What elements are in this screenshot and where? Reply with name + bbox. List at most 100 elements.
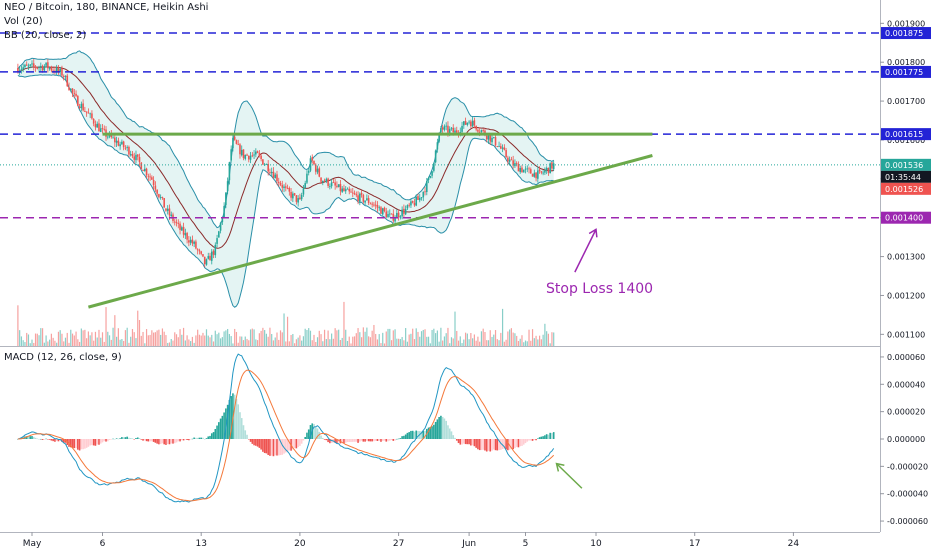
volume-bar bbox=[507, 331, 509, 346]
macd-bar bbox=[422, 430, 425, 439]
volume-bar bbox=[38, 335, 40, 346]
candle-body bbox=[367, 198, 370, 204]
macd-bar bbox=[406, 432, 409, 439]
macd-bar bbox=[420, 431, 423, 439]
volume-bar bbox=[450, 337, 453, 346]
volume-bar bbox=[49, 339, 51, 346]
candle-body bbox=[399, 216, 402, 218]
volume-bar bbox=[546, 331, 548, 346]
candle-body bbox=[404, 208, 407, 215]
macd-bar bbox=[286, 439, 289, 452]
candle-body bbox=[351, 192, 354, 194]
macd-bar bbox=[244, 430, 247, 439]
volume-bar bbox=[168, 342, 171, 346]
volume-bar bbox=[519, 338, 521, 346]
bollinger-fill bbox=[17, 50, 554, 308]
macd-bar bbox=[246, 434, 248, 439]
volume-bar bbox=[352, 336, 354, 346]
volume-bar bbox=[343, 301, 345, 346]
volume-bar bbox=[223, 331, 225, 346]
volume-bar bbox=[480, 331, 483, 346]
volume-bar bbox=[241, 336, 243, 346]
candle-body bbox=[80, 103, 83, 109]
macd-bar bbox=[47, 439, 49, 440]
volume-bar bbox=[537, 339, 539, 346]
volume-bar bbox=[325, 339, 327, 346]
candle-body bbox=[533, 172, 536, 177]
macd-bar bbox=[129, 438, 132, 439]
macd-bar bbox=[314, 426, 317, 439]
volume-bar bbox=[316, 337, 319, 346]
volume-bar bbox=[521, 335, 523, 346]
volume-bar bbox=[466, 333, 468, 346]
volume-bar bbox=[242, 340, 245, 346]
volume-bar bbox=[36, 333, 38, 346]
macd-bar bbox=[151, 439, 153, 442]
macd-tick-label: 0.000000 bbox=[887, 435, 925, 444]
candle-body bbox=[441, 127, 444, 130]
candle-body bbox=[131, 154, 134, 157]
candle-body bbox=[205, 259, 208, 265]
candle-body bbox=[92, 119, 95, 124]
volume-bar bbox=[360, 337, 363, 346]
volume-bar bbox=[184, 340, 186, 346]
volume-bar bbox=[389, 328, 391, 346]
candle-body bbox=[387, 214, 389, 218]
macd-bar bbox=[142, 439, 144, 441]
macd-bar bbox=[396, 438, 398, 440]
volume-bar bbox=[503, 341, 505, 346]
candle-body bbox=[214, 244, 217, 256]
macd-bar bbox=[519, 439, 522, 447]
macd-bar bbox=[71, 439, 74, 448]
macd-bar bbox=[531, 439, 534, 441]
macd-bar bbox=[522, 439, 525, 445]
volume-bar bbox=[138, 320, 141, 346]
candle-body bbox=[144, 168, 146, 171]
macd-bar bbox=[318, 431, 321, 439]
macd-bar bbox=[166, 439, 169, 445]
candle-body bbox=[376, 205, 379, 208]
volume-bar bbox=[403, 340, 405, 346]
macd-bar bbox=[351, 439, 354, 442]
volume-bar bbox=[322, 341, 324, 346]
candle-body bbox=[383, 207, 386, 212]
volume-bar bbox=[96, 337, 98, 346]
volume-bar bbox=[133, 332, 135, 346]
macd-bar bbox=[165, 439, 167, 445]
volume-bar bbox=[197, 329, 199, 346]
macd-bar bbox=[445, 420, 447, 439]
volume-bar bbox=[77, 339, 79, 346]
volume-bar bbox=[373, 324, 375, 346]
macd-bar bbox=[31, 436, 33, 439]
candle-body bbox=[279, 183, 282, 185]
volume-bar bbox=[71, 333, 74, 346]
candle-body bbox=[140, 162, 143, 170]
candle-body bbox=[48, 67, 51, 69]
trendline bbox=[88, 154, 653, 309]
candle-body bbox=[489, 134, 492, 142]
volume-bar bbox=[470, 333, 472, 346]
volume-bar bbox=[544, 323, 546, 346]
macd-bar bbox=[323, 439, 326, 440]
candle-body bbox=[68, 87, 70, 90]
candle-body bbox=[339, 184, 342, 192]
macd-bar bbox=[149, 439, 151, 442]
volume-bar bbox=[475, 340, 477, 346]
volume-bar bbox=[311, 340, 313, 346]
volume-bar bbox=[246, 338, 248, 346]
macd-bar bbox=[240, 418, 243, 439]
macd-bar bbox=[182, 439, 185, 441]
macd-bar bbox=[380, 439, 382, 442]
price-tick-label: 0.001100 bbox=[887, 330, 925, 339]
candle-body bbox=[32, 63, 35, 67]
candle-body bbox=[431, 171, 433, 176]
macd-bar bbox=[184, 439, 187, 440]
volume-bar bbox=[387, 328, 389, 346]
candle-body bbox=[242, 149, 245, 159]
macd-bar bbox=[135, 438, 137, 439]
volume-bar bbox=[468, 339, 470, 346]
macd-bar bbox=[38, 438, 40, 440]
macd-bar bbox=[48, 439, 51, 440]
candle-body bbox=[237, 144, 240, 146]
